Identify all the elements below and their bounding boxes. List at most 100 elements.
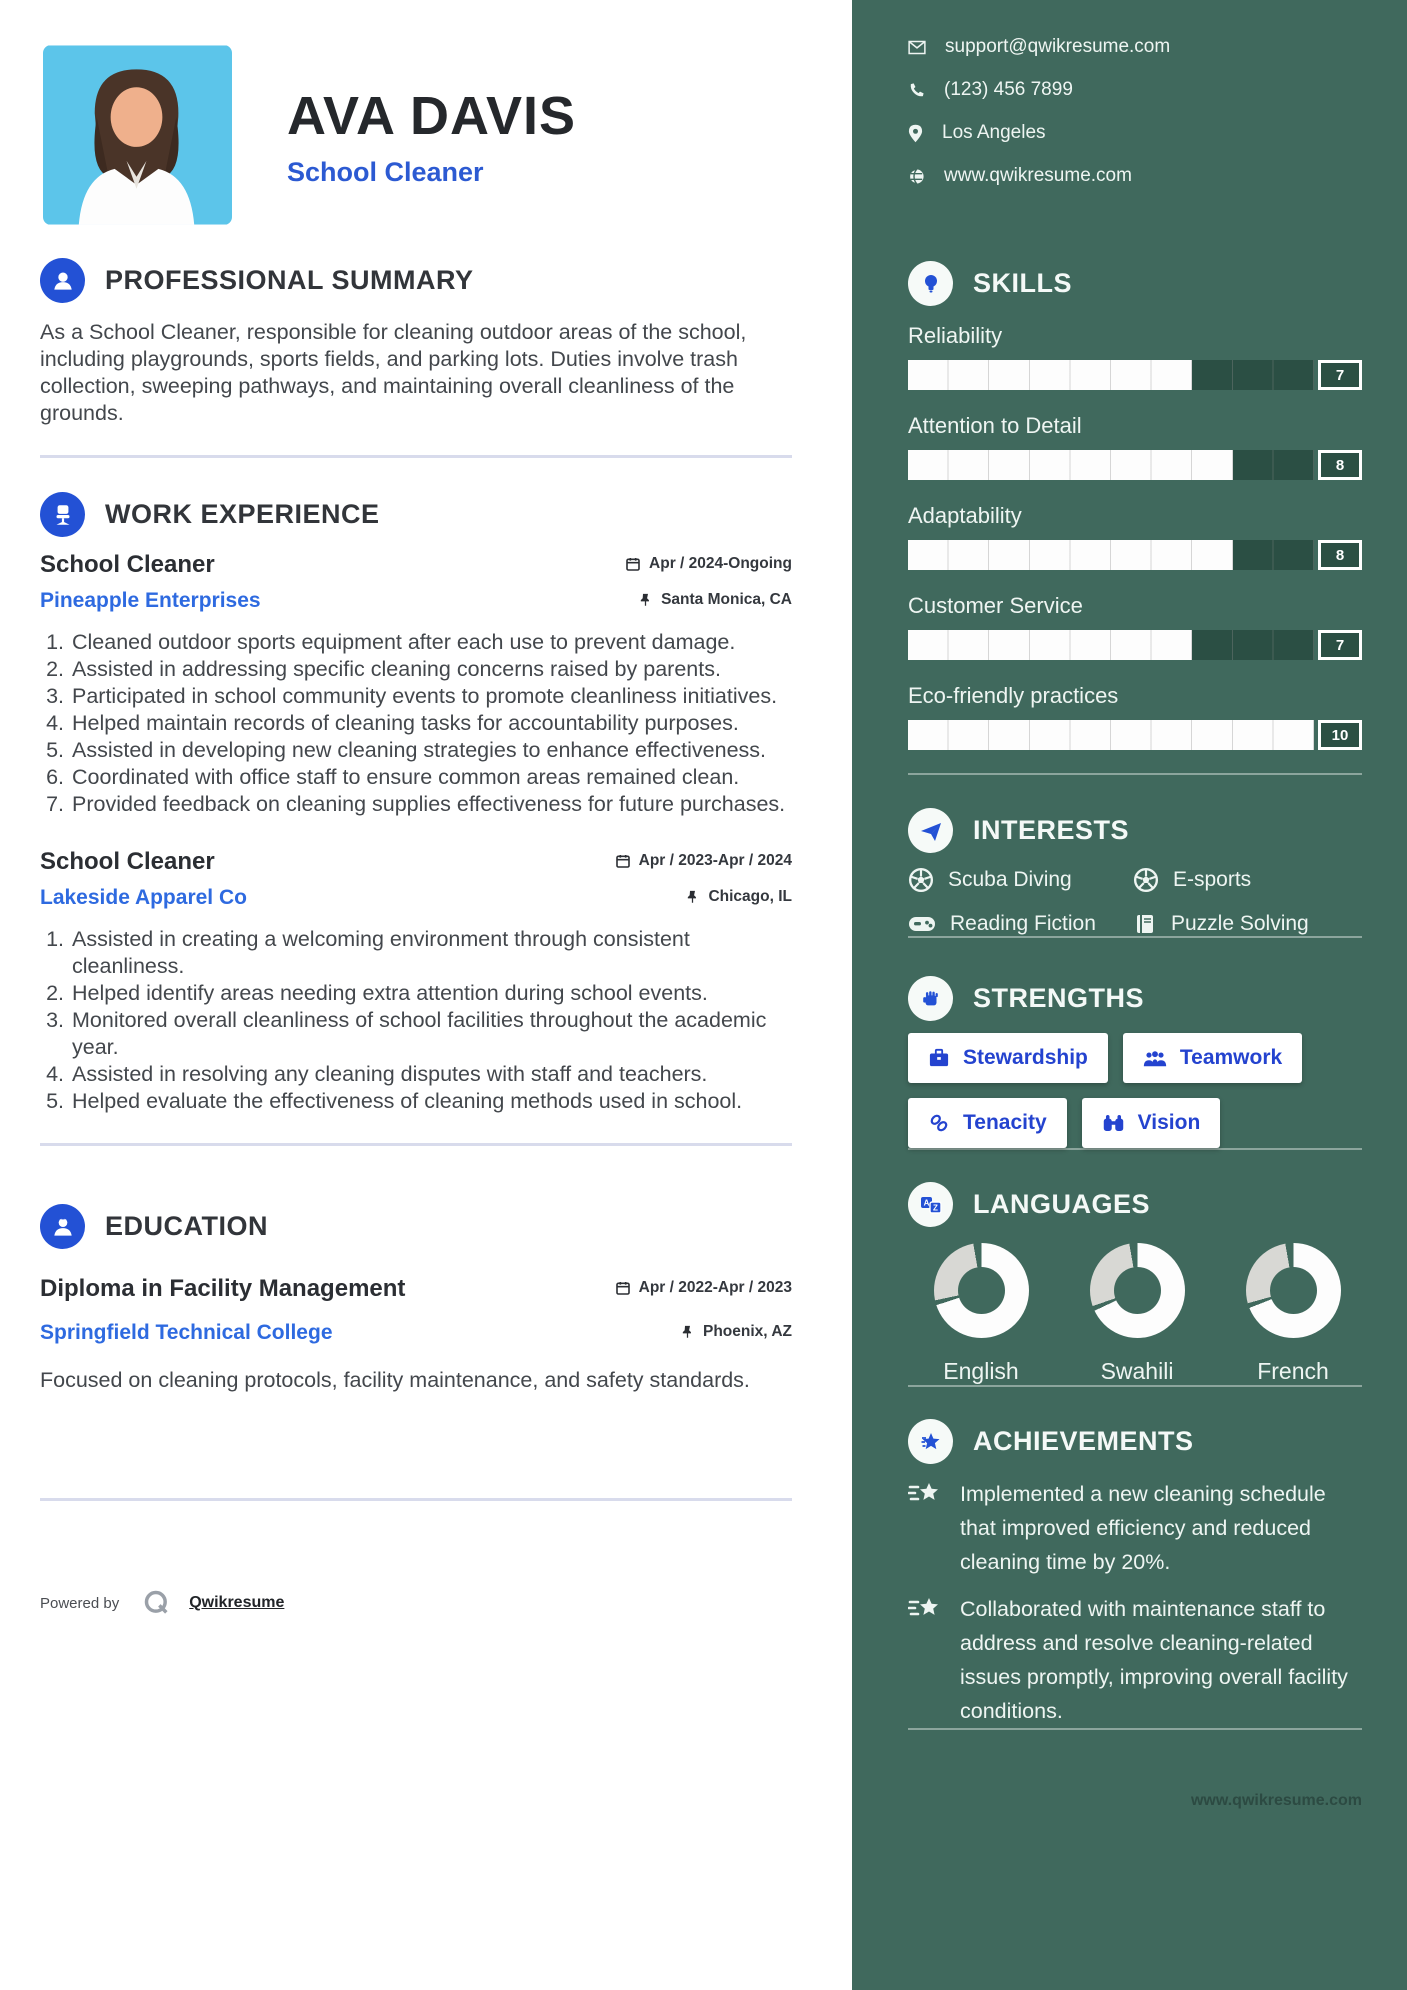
job-location: Santa Monica, CA [638, 591, 792, 609]
language-donut-chart [1245, 1243, 1341, 1338]
strengths-chips: Stewardship Teamwork Tenacity Vision [908, 1033, 1328, 1148]
graduate-icon [40, 1204, 85, 1249]
education-date: Apr / 2022-Apr / 2023 [615, 1279, 792, 1297]
strength-label: Stewardship [963, 1046, 1088, 1069]
school-link[interactable]: Springfield Technical College [40, 1321, 333, 1344]
skill-row: Adaptability 8 [908, 503, 1362, 570]
ball-icon [1133, 867, 1159, 893]
interest-item: E-sports [1133, 867, 1362, 893]
job-entry: School Cleaner Apr / 2023-Apr / 2024 Lak… [40, 848, 792, 1115]
job-bullet-list: Cleaned outdoor sports equipment after e… [40, 629, 792, 818]
candidate-name: AVA DAVIS [287, 86, 577, 146]
professional-summary-section: PROFESSIONAL SUMMARY As a School Cleaner… [40, 258, 792, 427]
language-item: French [1238, 1243, 1348, 1385]
contact-phone[interactable]: (123) 456 7899 [908, 79, 1362, 101]
contact-website-text: www.qwikresume.com [944, 165, 1132, 186]
skill-name: Attention to Detail [908, 413, 1082, 438]
job-bullet: Assisted in addressing specific cleaning… [70, 656, 792, 683]
skills-heading: SKILLS [973, 268, 1073, 298]
identity-text: AVA DAVIS School Cleaner [287, 45, 576, 225]
skills-section: SKILLS Reliability 7 Attention to Detail… [908, 261, 1362, 750]
achievement-text: Collaborated with maintenance staff to a… [960, 1597, 1348, 1723]
pushpin-icon [688, 890, 697, 903]
interest-label: Reading Fiction [950, 912, 1096, 935]
contact-phone-text: (123) 456 7899 [944, 79, 1073, 100]
interest-item: Scuba Diving [908, 867, 1133, 893]
interest-label: Scuba Diving [948, 868, 1072, 891]
languages-donuts: English Swahili French [908, 1243, 1362, 1385]
work-section-header: WORK EXPERIENCE [40, 492, 792, 537]
sidebar: support@qwikresume.com (123) 456 7899 Lo… [852, 0, 1407, 1990]
divider [908, 936, 1362, 938]
degree-title: Diploma in Facility Management [40, 1275, 406, 1302]
skill-bar: 10 [908, 720, 1362, 750]
pushpin-icon [640, 593, 650, 606]
interests-grid: Scuba Diving E-sports Reading Fiction Pu… [908, 867, 1362, 936]
divider [40, 1498, 792, 1501]
company-link[interactable]: Pineapple Enterprises [40, 589, 261, 612]
sidebar-footer-url[interactable]: www.qwikresume.com [1190, 1792, 1362, 1809]
language-label: French [1257, 1358, 1329, 1384]
candidate-title: School Cleaner [287, 157, 484, 187]
language-donut-chart [1089, 1243, 1185, 1338]
globe-icon [908, 168, 924, 184]
skill-fill [908, 360, 1193, 390]
gamepad-icon [909, 917, 935, 931]
strength-chip: Tenacity [908, 1098, 1067, 1148]
identity-header: AVA DAVIS School Cleaner [40, 45, 792, 225]
strength-chip: Stewardship [908, 1033, 1108, 1083]
languages-heading: LANGUAGES [973, 1189, 1151, 1219]
education-entry: Diploma in Facility Management Apr / 202… [40, 1275, 792, 1394]
skill-value-badge: 8 [1318, 450, 1362, 480]
contact-website[interactable]: www.qwikresume.com [908, 165, 1362, 187]
job-bullet-list: Assisted in creating a welcoming environ… [40, 926, 792, 1115]
skill-value-badge: 10 [1318, 720, 1362, 750]
achievement-text: Implemented a new cleaning schedule that… [960, 1482, 1326, 1574]
user-icon [40, 258, 85, 303]
envelope-icon [908, 40, 926, 54]
education-location-text: Phoenix, AZ [703, 1322, 792, 1340]
qwikresume-logo-icon [144, 1590, 168, 1614]
calendar-icon [615, 855, 630, 868]
strength-label: Teamwork [1179, 1046, 1283, 1069]
job-date-text: Apr / 2024-Ongoing [649, 555, 792, 572]
interest-label: Puzzle Solving [1171, 912, 1309, 935]
calendar-icon [626, 558, 640, 571]
job-bullet: Helped evaluate the effectiveness of cle… [70, 1088, 792, 1115]
achievement-item: Collaborated with maintenance staff to a… [908, 1592, 1362, 1728]
profile-photo [43, 45, 232, 225]
book-icon [1137, 915, 1153, 933]
qwikresume-link[interactable]: Qwikresume [189, 1594, 285, 1611]
pushpin-icon [682, 1325, 691, 1338]
skills-list: Reliability 7 Attention to Detail 8 Adap… [908, 323, 1362, 750]
education-section-header: EDUCATION [40, 1204, 792, 1249]
language-label: English [943, 1358, 1019, 1384]
job-bullet: Monitored overall cleanliness of school … [70, 1007, 792, 1061]
language-donut-chart [933, 1243, 1029, 1338]
contact-location-text: Los Angeles [942, 122, 1046, 143]
calendar-icon [615, 1282, 630, 1295]
strength-chip: Teamwork [1122, 1033, 1303, 1083]
job-bullet: Coordinated with office staff to ensure … [70, 764, 792, 791]
strength-label: Tenacity [963, 1111, 1047, 1134]
skill-fill [908, 450, 1233, 480]
lightbulb-icon [908, 261, 953, 306]
skill-bar: 8 [908, 450, 1362, 480]
summary-section-header: PROFESSIONAL SUMMARY [40, 258, 792, 303]
divider [40, 1143, 792, 1146]
interest-item: Puzzle Solving [1133, 912, 1362, 936]
shooting-star-icon [908, 1483, 938, 1501]
job-bullet: Participated in school community events … [70, 683, 792, 710]
strengths-section: STRENGTHS Stewardship Teamwork Tenacity [908, 976, 1362, 1148]
job-title: School Cleaner [40, 848, 215, 875]
skill-name: Adaptability [908, 503, 1022, 528]
divider [40, 455, 792, 458]
contact-email[interactable]: support@qwikresume.com [908, 36, 1362, 58]
job-location-text: Chicago, IL [708, 887, 792, 905]
strengths-section-header: STRENGTHS [908, 976, 1362, 1021]
interests-heading: INTERESTS [973, 815, 1130, 845]
skill-row: Attention to Detail 8 [908, 413, 1362, 480]
company-link[interactable]: Lakeside Apparel Co [40, 886, 247, 909]
